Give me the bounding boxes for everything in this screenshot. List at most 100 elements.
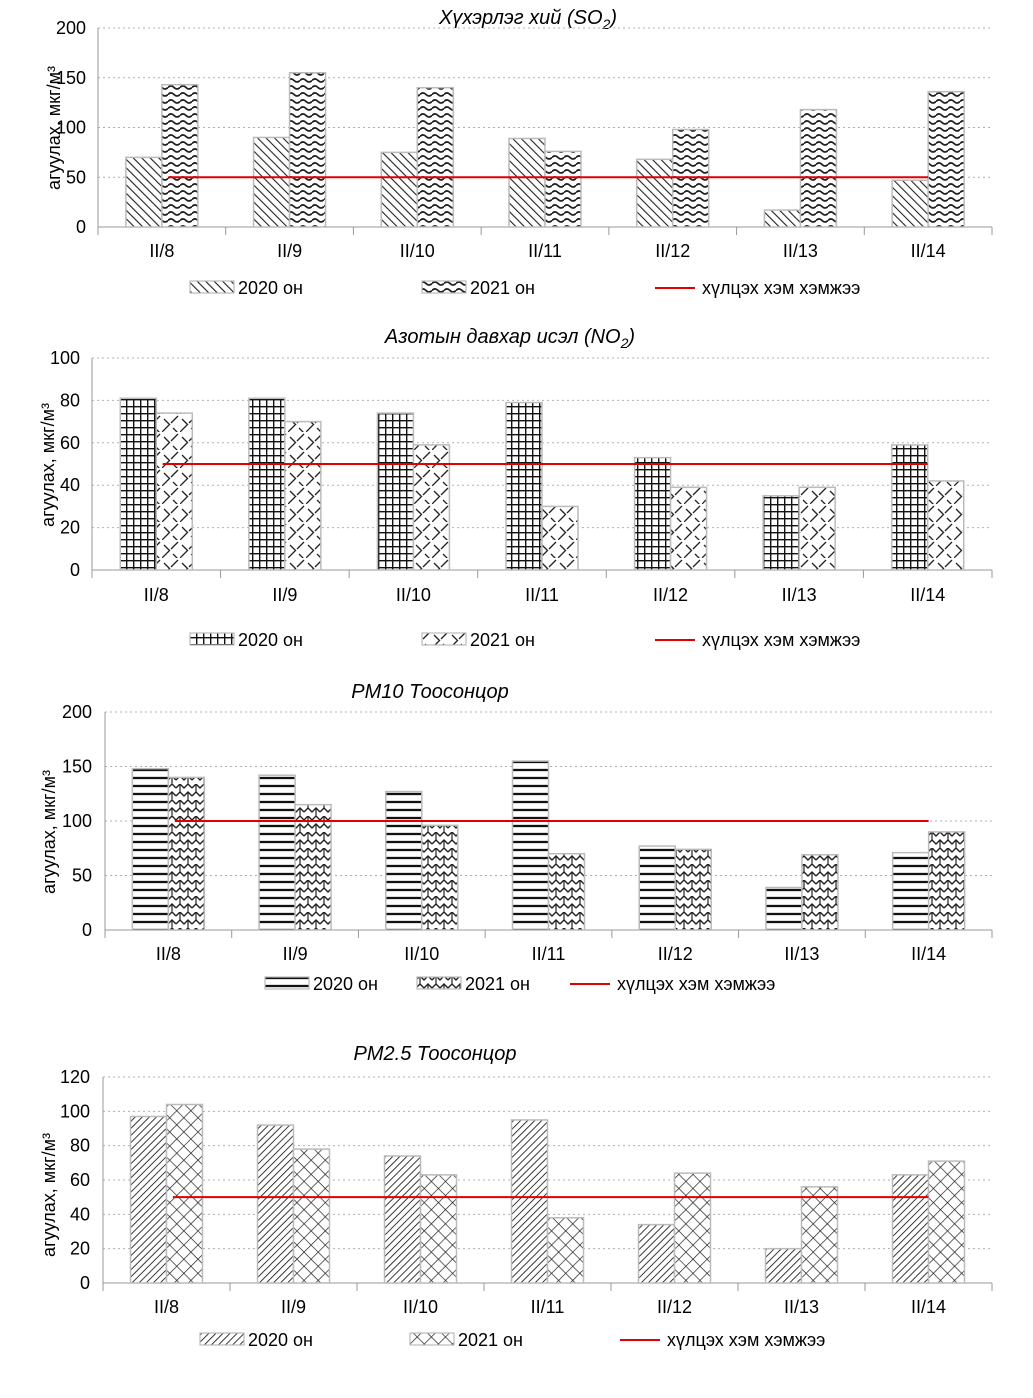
pm25-y-tick-label: 60	[70, 1170, 90, 1190]
pm10-bar-2021	[167, 776, 206, 931]
no2-x-tick-label: II/9	[272, 585, 297, 605]
no2-bar-2021	[926, 480, 965, 571]
no2-bar-2021	[798, 486, 836, 571]
pm10-bar-2020	[891, 851, 930, 931]
pm10-bar-2020	[638, 845, 676, 931]
pm10-legend-label-2020: 2020 он	[313, 974, 378, 994]
pm10-bar-2021	[421, 824, 459, 931]
so2-x-tick-label: II/11	[528, 241, 562, 261]
so2-legend-label-2020: 2020 он	[238, 278, 303, 298]
pm25-legend-swatch-2021	[409, 1332, 455, 1346]
no2-bar-2021	[669, 486, 708, 571]
pm25-chart-title: PM2.5 Тоосонцор	[354, 1043, 517, 1065]
pm25-bar-2020	[891, 1174, 930, 1284]
so2-legend-label-2021: 2021 он	[470, 278, 535, 298]
pm10-bar-2020	[258, 774, 296, 931]
pm25-y-tick-label: 20	[70, 1239, 90, 1259]
so2-chart: Хүхэрлэг хий (SO2) 0 50 100 150 200 агуулах, м…	[44, 7, 993, 298]
no2-x-tick-label: II/11	[525, 585, 559, 605]
so2-bar-2020	[125, 156, 163, 228]
pm25-x-tick-label: II/12	[657, 1297, 692, 1317]
pm10-legend-swatch-2021	[416, 976, 462, 990]
so2-legend-swatch-2021	[421, 280, 467, 294]
pm10-chart-title: PM10 Тоосонцор	[351, 681, 508, 703]
pm25-y-tick-label: 120	[60, 1067, 90, 1087]
no2-legend-swatch-2021	[421, 632, 467, 646]
so2-y-axis-label: агуулах, мкг/м³	[44, 66, 64, 190]
so2-y-tick-label: 0	[76, 217, 86, 237]
so2-bar-2020	[635, 158, 674, 228]
pm10-bar-2021	[927, 831, 966, 931]
so2-bar-2021	[927, 90, 965, 228]
so2-x-tick-label: II/9	[277, 241, 302, 261]
pm25-legend-swatch-2020	[199, 1332, 245, 1346]
no2-bar-2020	[119, 397, 158, 571]
so2-legend-swatch-2020	[189, 280, 235, 294]
so2-bar-2021	[416, 86, 455, 228]
so2-legend: 2020 он 2021 он хүлцэх хэм хэмжээ	[189, 278, 860, 298]
no2-bar-2021	[284, 420, 322, 571]
pm25-chart: PM2.5 Тоосонцор 0 20 40 60 80 100 120 агуулах, м…	[39, 1043, 993, 1350]
no2-y-tick-label: 100	[50, 348, 80, 368]
no2-x-tick-label: II/12	[653, 585, 688, 605]
so2-x-tick-label: II/10	[400, 241, 435, 261]
so2-bar-2021	[544, 150, 582, 228]
pm10-legend-limit-label: хүлцэх хэм хэмжээ	[617, 974, 775, 994]
no2-legend-swatch-2020	[189, 632, 235, 646]
pm10-bar-2021	[674, 848, 712, 931]
pm10-bar-2021	[294, 803, 332, 931]
no2-legend-limit-label: хүлцэх хэм хэмжээ	[702, 630, 860, 650]
pm10-x-tick-label: II/14	[911, 944, 946, 964]
pm10-legend: 2020 он 2021 он хүлцэх хэм хэмжээ	[264, 974, 775, 994]
so2-legend-limit-label: хүлцэх хэм хэмжээ	[702, 278, 860, 298]
pm10-y-tick-label: 100	[62, 811, 92, 831]
pm25-bar-2021	[927, 1160, 966, 1284]
pm25-bar-2021	[673, 1172, 712, 1284]
no2-y-tick-label: 60	[60, 433, 80, 453]
no2-bar-2020	[248, 397, 286, 571]
so2-x-tick-label: II/8	[149, 241, 174, 261]
pm10-x-tick-label: II/12	[658, 944, 693, 964]
pm10-y-tick-label: 200	[62, 702, 92, 722]
pm25-legend-limit-label: хүлцэх хэм хэмжээ	[667, 1330, 825, 1350]
pm10-legend-label-2021: 2021 он	[465, 974, 530, 994]
pm25-x-tick-label: II/8	[154, 1297, 179, 1317]
pm10-bar-2021	[547, 852, 586, 931]
pm25-y-tick-label: 100	[60, 1101, 90, 1121]
so2-bar-2020	[891, 179, 929, 228]
pm25-bar-2021	[165, 1103, 204, 1284]
pm25-bar-2021	[292, 1148, 331, 1284]
no2-y-tick-label: 40	[60, 475, 80, 495]
pm10-chart: PM10 Тоосонцор 0 50 100 150 200 агуулах, мкг/м…	[39, 681, 993, 994]
no2-y-tick-label: 20	[60, 518, 80, 538]
so2-y-tick-label: 50	[66, 167, 86, 187]
no2-chart: Азотын давхар исэл (NO2) 0 20 40 60 80 100 агуу…	[38, 326, 993, 650]
no2-bar-2021	[412, 444, 451, 571]
pm10-legend-swatch-2020	[264, 976, 310, 990]
no2-chart-title: Азотын давхар исэл (NO2)	[384, 326, 635, 351]
no2-y-axis-label: агуулах, мкг/м³	[38, 403, 58, 527]
pm25-bar-2020	[129, 1115, 168, 1284]
so2-bar-2020	[252, 136, 291, 228]
pm10-y-tick-label: 150	[62, 757, 92, 777]
pm25-x-tick-label: II/9	[281, 1297, 306, 1317]
pm10-bar-2021	[801, 854, 839, 931]
pm10-bar-2020	[765, 886, 803, 931]
so2-y-tick-label: 150	[56, 68, 86, 88]
pm25-y-tick-label: 40	[70, 1204, 90, 1224]
no2-bar-2020	[505, 401, 543, 571]
pm10-x-tick-label: II/10	[404, 944, 439, 964]
pm25-bar-2021	[546, 1217, 585, 1284]
pm10-x-tick-label: II/13	[784, 944, 819, 964]
no2-y-tick-label: 0	[70, 560, 80, 580]
pm25-x-tick-label: II/11	[531, 1297, 565, 1317]
pm25-x-tick-label: II/13	[784, 1297, 819, 1317]
pm25-bar-2020	[510, 1119, 549, 1284]
pm25-y-axis-label: агуулах, мкг/м³	[39, 1133, 59, 1257]
pm25-bar-2021	[419, 1174, 458, 1284]
no2-legend: 2020 он 2021 он хүлцэх хэм хэмжээ	[189, 630, 860, 650]
no2-x-tick-label: II/10	[396, 585, 431, 605]
pm10-y-tick-label: 0	[82, 920, 92, 940]
